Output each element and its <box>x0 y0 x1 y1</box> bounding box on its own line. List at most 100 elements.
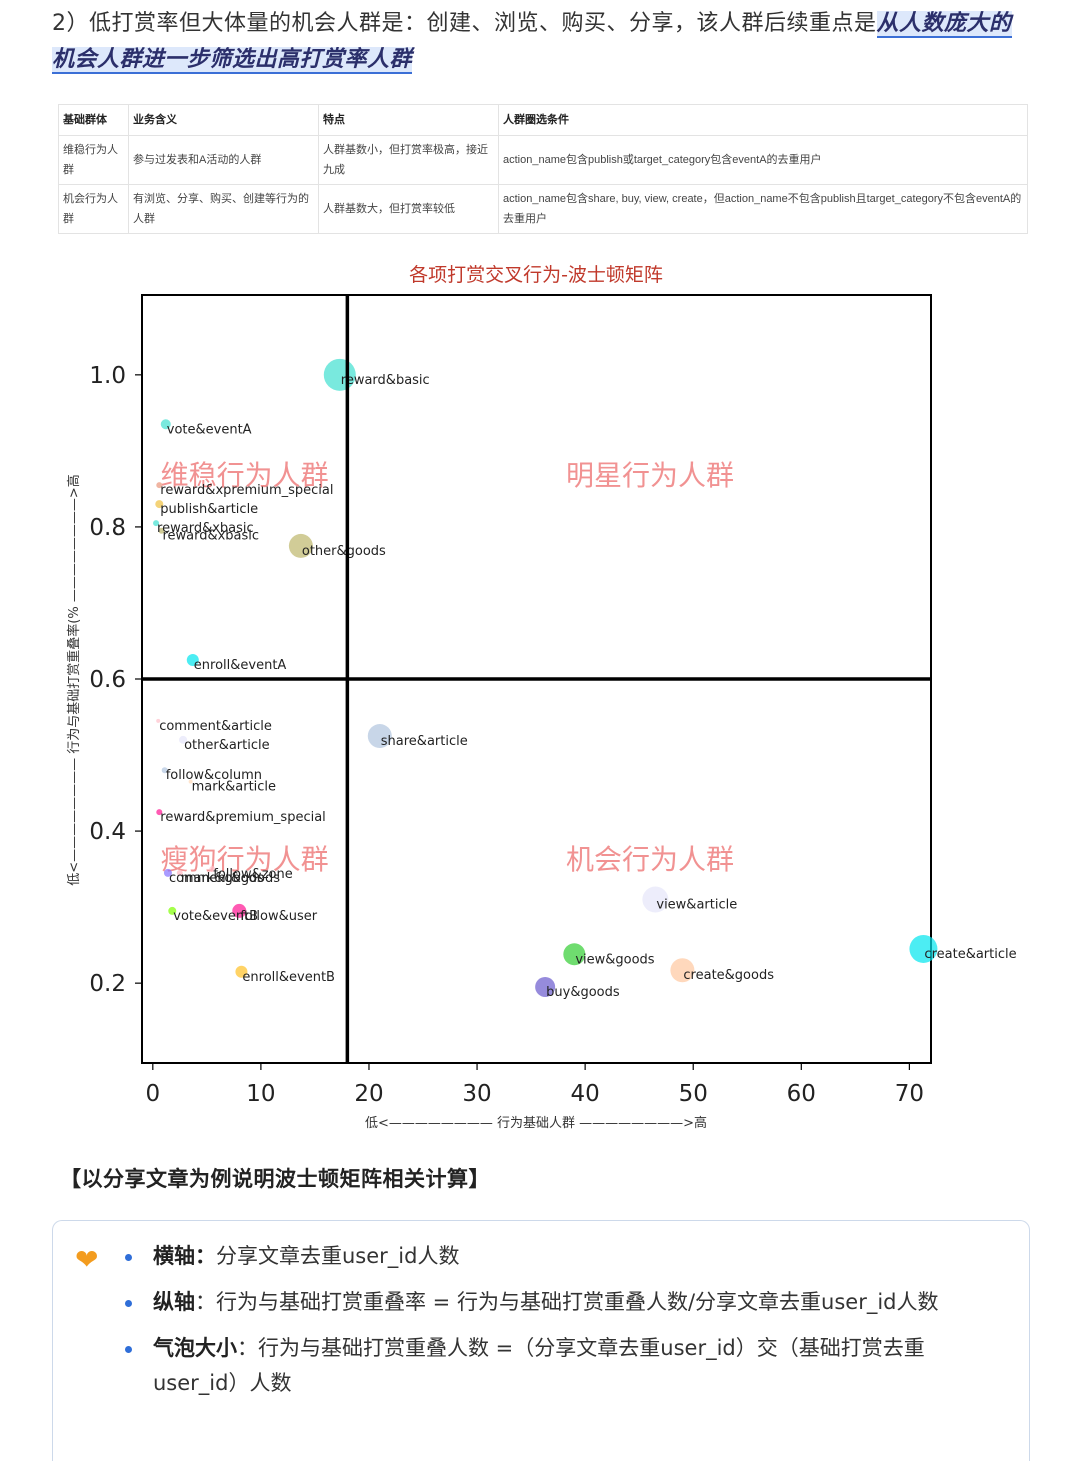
table-cell: 维稳行为人群 <box>58 135 129 185</box>
table-cell: 有浏览、分享、购买、创建等行为的人群 <box>128 184 319 234</box>
table-row: 维稳行为人群 参与过发表和A活动的人群 人群基数小，但打赏率极高，接近九成 ac… <box>58 135 1028 185</box>
bubble-label: publish&article <box>160 502 258 517</box>
bubble-label: comment&goods <box>169 871 280 886</box>
bullet-icon <box>125 1346 132 1353</box>
bubble-point <box>670 958 695 983</box>
table-header: 业务含义 <box>128 104 319 136</box>
bubble-label: view&goods <box>575 952 654 967</box>
bubble-label: comment&article <box>159 719 272 734</box>
y-tick-label: 0.8 <box>89 515 126 541</box>
bubble-label: follow&column <box>166 768 262 783</box>
bubble-label: vote&eventA <box>167 422 252 437</box>
table-cell: action_name包含share, buy, view, create，但a… <box>498 184 1028 234</box>
item-text: ：行为与基础打赏重叠人数 =（分享文章去重user_id）交（基础打赏去重use… <box>153 1336 925 1395</box>
bullet-icon <box>125 1254 132 1261</box>
bubble-point <box>909 934 938 963</box>
table-cell: action_name包含publish或target_category包含ev… <box>498 135 1028 185</box>
x-tick-label: 50 <box>679 1081 708 1107</box>
table-cell: 参与过发表和A活动的人群 <box>128 135 319 185</box>
bubble-label: other&article <box>184 738 270 753</box>
item-key: 气泡大小 <box>153 1336 237 1360</box>
bubble-point <box>156 809 163 816</box>
bubble-point <box>188 779 193 784</box>
bubble-point <box>158 527 165 534</box>
bubble-label: follow&zone <box>213 867 293 882</box>
bubble-point <box>168 906 177 915</box>
quadrant-label: 维稳行为人群 <box>161 459 329 492</box>
bubble-point <box>563 943 586 966</box>
item-text: 分享文章去重user_id人数 <box>216 1244 460 1268</box>
quadrant-label: 机会行为人群 <box>566 843 734 876</box>
bubble-label: reward&xbasic <box>162 529 259 544</box>
bubble-point <box>232 903 247 918</box>
bubble-label: follow&user <box>240 909 317 924</box>
bubble-point <box>160 419 171 430</box>
orange-heart-icon: ❤ <box>75 1243 99 1276</box>
bubble-label: enroll&eventB <box>242 970 335 985</box>
list-item: 横轴：分享文章去重user_id人数 <box>123 1239 1003 1274</box>
y-tick-label: 0.6 <box>89 667 126 693</box>
bubble-point <box>535 976 556 997</box>
bubble-point <box>367 724 392 749</box>
bubble-point <box>153 520 160 527</box>
table-header: 人群圈选条件 <box>498 104 1028 136</box>
bubble-label: vote&eventB <box>173 909 258 924</box>
x-tick-label: 70 <box>895 1081 924 1107</box>
y-tick-label: 0.4 <box>89 819 126 845</box>
bubble-label: reward&basic <box>341 373 430 388</box>
bubble-label: reward&premium_special <box>160 810 326 825</box>
table-row: 机会行为人群 有浏览、分享、购买、创建等行为的人群 人群基数大，但打赏率较低 a… <box>58 184 1028 234</box>
bubble-point <box>235 965 248 978</box>
bubble-point <box>179 735 188 744</box>
bubble-point <box>156 718 161 723</box>
bubble-point <box>161 767 168 774</box>
bubble-point <box>186 653 199 666</box>
bubble-label: create&article <box>924 947 1016 962</box>
item-key: 纵轴 <box>153 1290 195 1314</box>
y-tick-label: 0.2 <box>89 971 126 997</box>
item-text: ：行为与基础打赏重叠率 = 行为与基础打赏重叠人数/分享文章去重user_id人… <box>195 1290 939 1314</box>
bullet-icon <box>125 1300 132 1307</box>
table-cell: 机会行为人群 <box>58 184 129 234</box>
bubble-point <box>642 886 669 913</box>
table-cell: 人群基数小，但打赏率极高，接近九成 <box>318 135 499 185</box>
formula-list: 横轴：分享文章去重user_id人数 纵轴：行为与基础打赏重叠率 = 行为与基础… <box>123 1239 1003 1412</box>
example-title: 【以分享文章为例说明波士顿矩阵相关计算】 <box>60 1167 490 1191</box>
y-axis-label: 低<———————— 行为与基础打赏重叠率(% ————————>高 <box>66 474 82 885</box>
bubble-label: reward&xbasic <box>157 521 254 536</box>
item-key: 横轴： <box>153 1244 216 1268</box>
x-tick-label: 30 <box>462 1081 491 1107</box>
bubble-label: create&goods <box>683 968 774 983</box>
list-item: 气泡大小：行为与基础打赏重叠人数 =（分享文章去重user_id）交（基础打赏去… <box>123 1331 1003 1401</box>
quadrant-label: 明星行为人群 <box>566 459 734 492</box>
x-tick-label: 20 <box>354 1081 383 1107</box>
x-tick-label: 40 <box>570 1081 599 1107</box>
list-item: 纵轴：行为与基础打赏重叠率 = 行为与基础打赏重叠人数/分享文章去重user_i… <box>123 1285 1003 1320</box>
x-tick-label: 0 <box>145 1081 160 1107</box>
bubble-point <box>288 533 313 558</box>
table-header-row: 基础群体 业务含义 特点 人群圈选条件 <box>58 104 1028 136</box>
x-tick-label: 10 <box>246 1081 275 1107</box>
table-header: 特点 <box>318 104 499 136</box>
bubble-label: view&article <box>656 898 737 913</box>
chart-title: 各项打赏交叉行为-波士顿矩阵 <box>409 264 663 286</box>
bubble-label: mark&goods <box>181 871 264 886</box>
table-cell: 人群基数大，但打赏率较低 <box>318 184 499 234</box>
table-header: 基础群体 <box>58 104 129 136</box>
intro-paragraph: 2）低打赏率但大体量的机会人群是：创建、浏览、购买、分享，该人群后续重点是从人数… <box>52 6 1032 78</box>
bubble-label: mark&article <box>192 780 276 795</box>
intro-text: 2）低打赏率但大体量的机会人群是：创建、浏览、购买、分享，该人群后续重点是 <box>52 11 877 36</box>
criteria-table: 基础群体 业务含义 特点 人群圈选条件 维稳行为人群 参与过发表和A活动的人群 … <box>58 104 1028 234</box>
bubble-label: other&goods <box>302 544 386 559</box>
y-tick-label: 1.0 <box>89 363 126 389</box>
bubble-label: share&article <box>381 734 468 749</box>
x-tick-label: 60 <box>787 1081 816 1107</box>
bubble-point <box>163 868 172 877</box>
bubble-label: reward&xpremium_special <box>160 483 333 498</box>
bubble-point <box>155 500 164 509</box>
bubble-point <box>156 482 163 489</box>
x-axis-label: 低<———————— 行为基础人群 ————————>高 <box>365 1115 707 1131</box>
quadrant-label: 瘦狗行为人群 <box>161 843 329 876</box>
bubble-label: buy&goods <box>546 985 620 1000</box>
